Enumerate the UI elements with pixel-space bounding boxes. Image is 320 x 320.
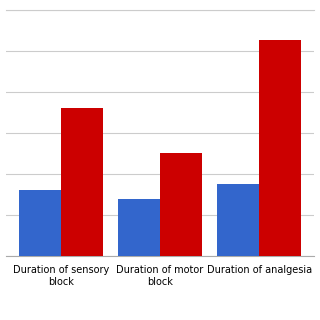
Bar [218, 184, 259, 256]
Bar [61, 108, 102, 256]
Bar [19, 190, 61, 256]
Bar [160, 153, 202, 256]
Bar [118, 198, 160, 256]
Bar [259, 40, 301, 256]
